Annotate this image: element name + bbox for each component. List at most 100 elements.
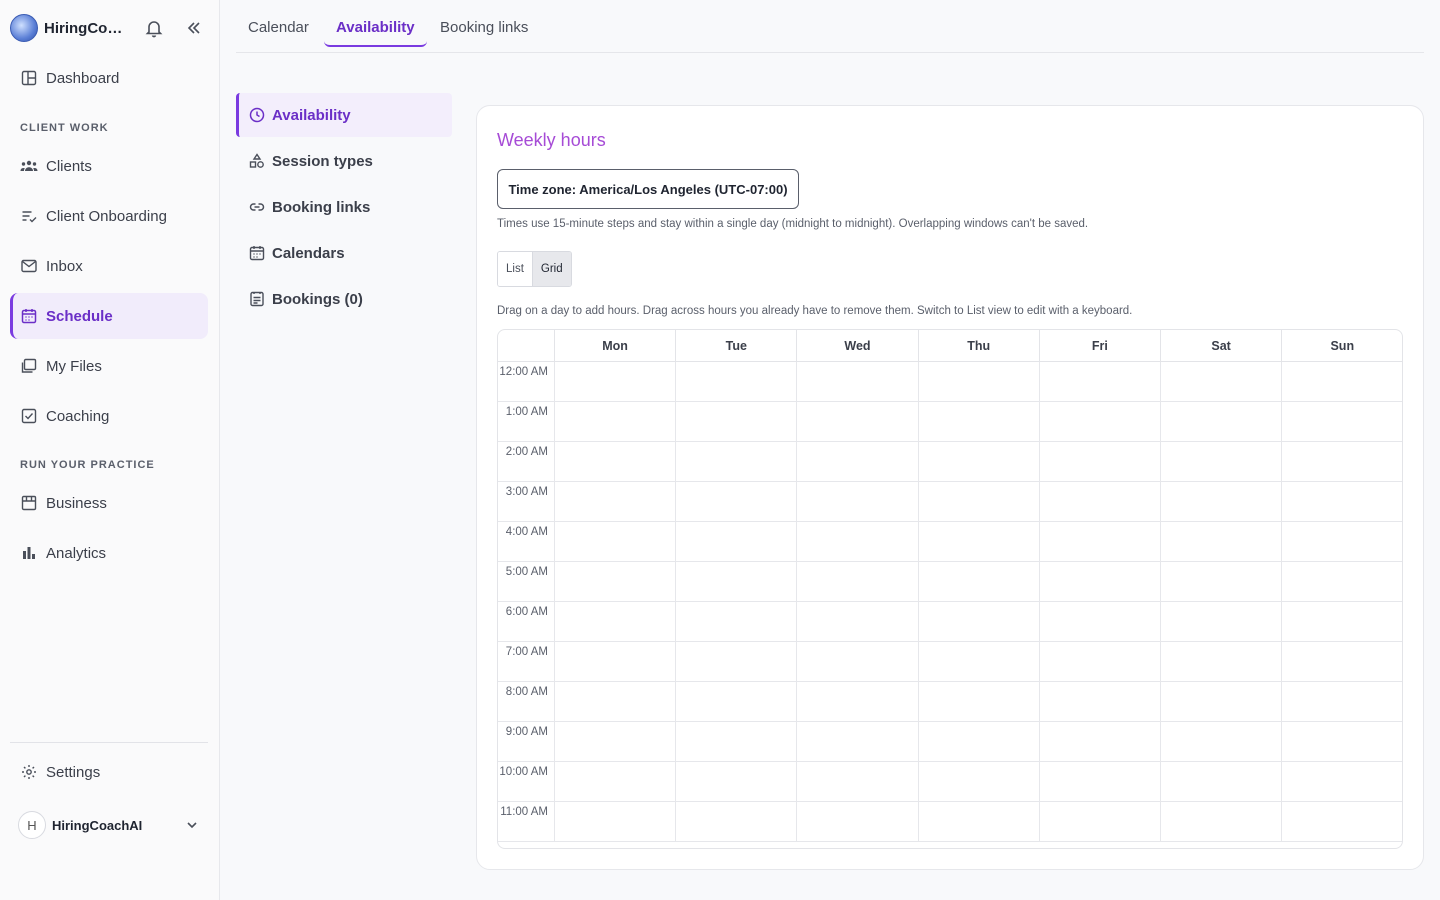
sidebar-item-business[interactable]: Business <box>10 480 208 526</box>
sidebar-item-analytics[interactable]: Analytics <box>10 530 208 576</box>
grid-cell-sun[interactable] <box>1281 602 1402 642</box>
sidebar-item-dashboard[interactable]: Dashboard <box>10 55 208 101</box>
sidebar-item-my-files[interactable]: My Files <box>10 343 208 389</box>
grid-cell-sun[interactable] <box>1281 722 1402 762</box>
sidebar-item-inbox[interactable]: Inbox <box>10 243 208 289</box>
grid-cell-mon[interactable] <box>554 482 675 522</box>
view-grid-button[interactable]: Grid <box>531 252 571 286</box>
grid-cell-sat[interactable] <box>1160 522 1281 562</box>
grid-cell-tue[interactable] <box>675 762 796 802</box>
grid-cell-tue[interactable] <box>675 362 796 402</box>
grid-cell-sat[interactable] <box>1160 482 1281 522</box>
grid-cell-thu[interactable] <box>917 442 1039 482</box>
chevron-down-icon[interactable] <box>184 817 200 833</box>
grid-cell-thu[interactable] <box>917 602 1039 642</box>
user-menu[interactable]: H HiringCoachAI <box>18 810 208 840</box>
grid-cell-sat[interactable] <box>1160 442 1281 482</box>
grid-cell-fri[interactable] <box>1038 802 1160 842</box>
grid-cell-tue[interactable] <box>675 682 796 722</box>
grid-cell-mon[interactable] <box>554 522 675 562</box>
grid-cell-sun[interactable] <box>1281 802 1402 842</box>
grid-cell-mon[interactable] <box>554 722 675 762</box>
grid-cell-mon[interactable] <box>554 562 675 602</box>
sidebar-item-coaching[interactable]: Coaching <box>10 393 208 439</box>
grid-cell-sun[interactable] <box>1281 522 1402 562</box>
grid-cell-wed[interactable] <box>796 722 917 762</box>
view-list-button[interactable]: List <box>498 252 532 286</box>
grid-cell-sat[interactable] <box>1160 362 1281 402</box>
grid-cell-wed[interactable] <box>796 562 917 602</box>
grid-cell-sat[interactable] <box>1160 402 1281 442</box>
grid-cell-fri[interactable] <box>1038 762 1160 802</box>
grid-cell-tue[interactable] <box>675 522 796 562</box>
subnav-availability[interactable]: Availability <box>236 93 452 137</box>
subnav-bookings[interactable]: Bookings (0) <box>236 277 452 321</box>
sidebar-item-clients[interactable]: Clients <box>10 143 208 189</box>
grid-cell-tue[interactable] <box>675 402 796 442</box>
grid-cell-thu[interactable] <box>917 402 1039 442</box>
bell-icon[interactable] <box>144 18 164 38</box>
grid-cell-mon[interactable] <box>554 362 675 402</box>
grid-cell-fri[interactable] <box>1038 642 1160 682</box>
grid-cell-sun[interactable] <box>1281 562 1402 602</box>
grid-cell-fri[interactable] <box>1038 482 1160 522</box>
sidebar-item-settings[interactable]: Settings <box>10 749 208 795</box>
grid-cell-thu[interactable] <box>917 562 1039 602</box>
grid-cell-sun[interactable] <box>1281 762 1402 802</box>
grid-cell-thu[interactable] <box>917 722 1039 762</box>
grid-cell-thu[interactable] <box>917 682 1039 722</box>
sidebar-item-schedule[interactable]: Schedule <box>10 293 208 339</box>
grid-cell-mon[interactable] <box>554 602 675 642</box>
grid-cell-wed[interactable] <box>796 762 917 802</box>
grid-cell-fri[interactable] <box>1038 722 1160 762</box>
grid-cell-tue[interactable] <box>675 722 796 762</box>
grid-cell-sun[interactable] <box>1281 402 1402 442</box>
grid-cell-wed[interactable] <box>796 682 917 722</box>
grid-cell-tue[interactable] <box>675 442 796 482</box>
grid-cell-thu[interactable] <box>917 522 1039 562</box>
grid-cell-mon[interactable] <box>554 682 675 722</box>
grid-cell-tue[interactable] <box>675 562 796 602</box>
grid-cell-sat[interactable] <box>1160 642 1281 682</box>
grid-cell-mon[interactable] <box>554 642 675 682</box>
grid-cell-sun[interactable] <box>1281 482 1402 522</box>
grid-cell-mon[interactable] <box>554 442 675 482</box>
grid-cell-tue[interactable] <box>675 642 796 682</box>
grid-cell-tue[interactable] <box>675 602 796 642</box>
grid-cell-thu[interactable] <box>917 762 1039 802</box>
grid-cell-tue[interactable] <box>675 802 796 842</box>
grid-cell-sat[interactable] <box>1160 602 1281 642</box>
grid-cell-thu[interactable] <box>917 362 1039 402</box>
grid-cell-fri[interactable] <box>1038 402 1160 442</box>
subnav-session-types[interactable]: Session types <box>236 139 452 183</box>
tab-booking-links[interactable]: Booking links <box>440 19 529 36</box>
tab-availability[interactable]: Availability <box>324 14 427 47</box>
grid-cell-sun[interactable] <box>1281 642 1402 682</box>
grid-cell-fri[interactable] <box>1038 362 1160 402</box>
grid-cell-fri[interactable] <box>1038 442 1160 482</box>
subnav-booking-links[interactable]: Booking links <box>236 185 452 229</box>
grid-cell-wed[interactable] <box>796 602 917 642</box>
brand[interactable]: HiringCoa... <box>10 12 128 44</box>
grid-cell-thu[interactable] <box>917 802 1039 842</box>
grid-cell-wed[interactable] <box>796 362 917 402</box>
grid-cell-sat[interactable] <box>1160 722 1281 762</box>
grid-cell-fri[interactable] <box>1038 682 1160 722</box>
tab-calendar[interactable]: Calendar <box>248 19 309 36</box>
grid-cell-wed[interactable] <box>796 522 917 562</box>
grid-cell-thu[interactable] <box>917 482 1039 522</box>
grid-cell-mon[interactable] <box>554 402 675 442</box>
grid-cell-mon[interactable] <box>554 802 675 842</box>
grid-cell-fri[interactable] <box>1038 602 1160 642</box>
grid-cell-fri[interactable] <box>1038 562 1160 602</box>
grid-cell-sat[interactable] <box>1160 762 1281 802</box>
grid-cell-sat[interactable] <box>1160 802 1281 842</box>
grid-cell-thu[interactable] <box>917 642 1039 682</box>
collapse-sidebar-icon[interactable] <box>184 18 204 38</box>
grid-cell-sun[interactable] <box>1281 442 1402 482</box>
timezone-button[interactable]: Time zone: America/Los Angeles (UTC-07:0… <box>497 169 799 209</box>
sidebar-item-client-onboarding[interactable]: Client Onboarding <box>10 193 208 239</box>
grid-cell-wed[interactable] <box>796 642 917 682</box>
grid-cell-sat[interactable] <box>1160 682 1281 722</box>
grid-cell-sun[interactable] <box>1281 682 1402 722</box>
